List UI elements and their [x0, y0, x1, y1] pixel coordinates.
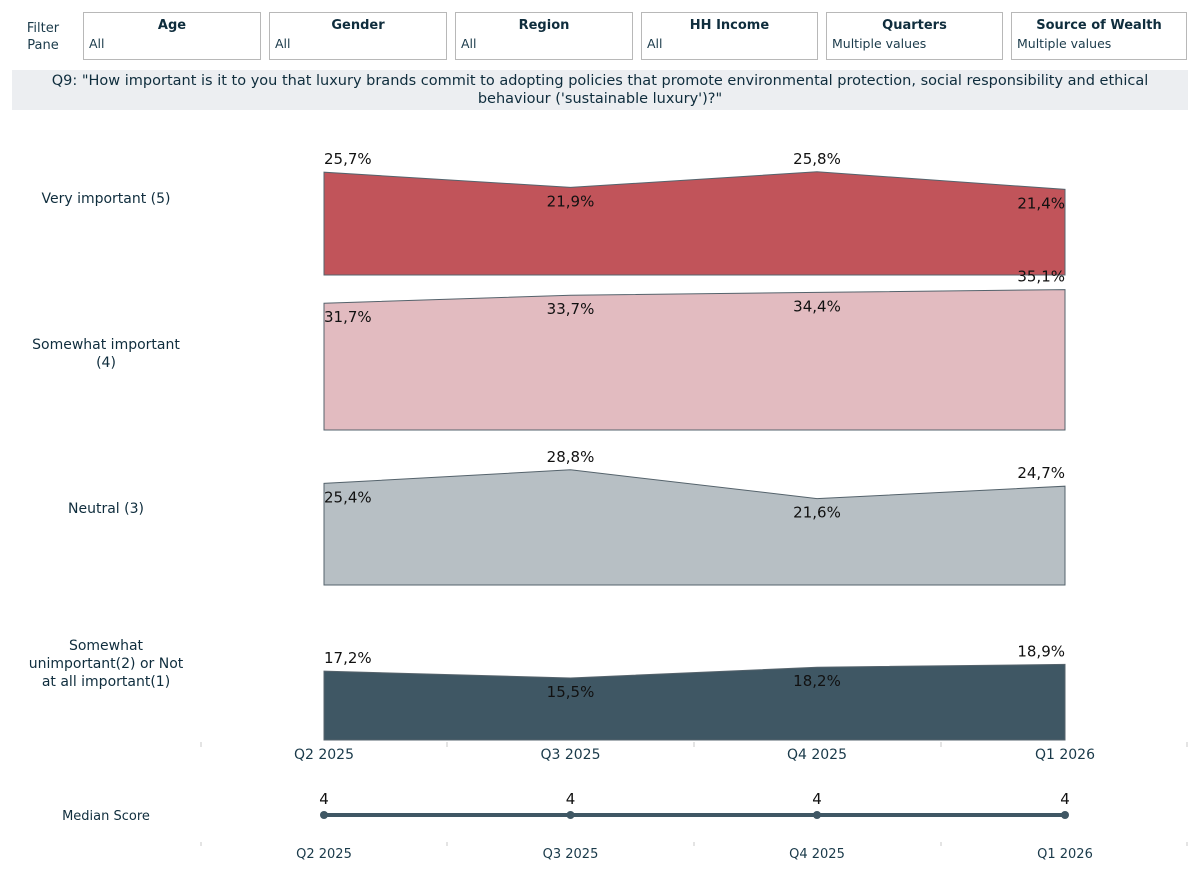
question-banner: Q9: "How important is it to you that lux…: [12, 70, 1188, 110]
median-point: [813, 811, 821, 819]
filter-hh-income-title: HH Income: [689, 18, 770, 33]
filter-hh-income-value[interactable]: All: [647, 36, 663, 51]
value-label-very-important: 25,8%: [793, 150, 841, 168]
filter-quarters[interactable]: Quarters Multiple values: [826, 12, 1003, 60]
category-label-unimportant: unimportant(2) or Not: [29, 656, 184, 672]
filter-quarters-value[interactable]: Multiple values: [832, 36, 927, 51]
filter-source-of-wealth[interactable]: Source of Wealth Multiple values: [1011, 12, 1187, 60]
value-label-somewhat-important: 34,4%: [793, 297, 841, 315]
value-label-somewhat-important: 33,7%: [547, 300, 595, 318]
value-label-neutral: 21,6%: [793, 504, 841, 522]
value-label-neutral: 25,4%: [324, 488, 372, 506]
median-point: [1061, 811, 1069, 819]
value-label-neutral: 28,8%: [547, 448, 595, 466]
filter-gender-value[interactable]: All: [275, 36, 291, 51]
median-point: [320, 811, 328, 819]
filter-age-value[interactable]: All: [89, 36, 105, 51]
value-label-neutral: 24,7%: [1017, 464, 1065, 482]
filter-gender[interactable]: Gender All: [269, 12, 447, 60]
x-tick-label-bottom: Q2 2025: [296, 847, 352, 862]
x-tick-label: Q1 2026: [1035, 747, 1095, 763]
question-line1: Q9: "How important is it to you that lux…: [51, 73, 1149, 89]
value-label-unimportant: 17,2%: [324, 649, 372, 667]
value-label-unimportant: 18,2%: [793, 672, 841, 690]
filter-hh-income[interactable]: HH Income All: [641, 12, 818, 60]
filter-region[interactable]: Region All: [455, 12, 633, 60]
median-value-label: 4: [566, 790, 576, 808]
category-label-somewhat-important: Somewhat important: [32, 337, 180, 353]
value-label-very-important: 21,4%: [1017, 194, 1065, 212]
value-label-very-important: 25,7%: [324, 150, 372, 168]
category-label-unimportant: at all important(1): [42, 674, 170, 690]
category-label-neutral: Neutral (3): [68, 501, 144, 517]
median-value-label: 4: [1060, 790, 1070, 808]
category-label-somewhat-important: (4): [96, 355, 116, 371]
filter-age[interactable]: Age All: [83, 12, 261, 60]
x-tick-label-bottom: Q3 2025: [543, 847, 599, 862]
question-line2: behaviour ('sustainable luxury')?": [477, 91, 723, 107]
value-label-somewhat-important: 35,1%: [1017, 268, 1065, 286]
area-unimportant: [323, 663, 1066, 741]
filter-region-value[interactable]: All: [461, 36, 477, 51]
filter-quarters-title: Quarters: [882, 18, 947, 33]
area-neutral: [323, 469, 1066, 586]
filter-source-of-wealth-value[interactable]: Multiple values: [1017, 36, 1112, 51]
filter-pane-label-line2: Pane: [27, 38, 59, 53]
filter-pane-label-line1: Filter: [26, 21, 60, 36]
filter-pane-label: Filter Pane: [18, 20, 68, 54]
filter-gender-title: Gender: [331, 18, 385, 33]
median-value-label: 4: [812, 790, 822, 808]
filter-age-title: Age: [157, 18, 187, 33]
x-tick-label: Q4 2025: [787, 747, 847, 763]
area-very-important: [323, 171, 1066, 276]
filter-source-of-wealth-title: Source of Wealth: [1036, 18, 1162, 33]
value-label-very-important: 21,9%: [547, 192, 595, 210]
value-label-somewhat-important: 31,7%: [324, 308, 372, 326]
median-point: [566, 811, 575, 819]
filter-region-title: Region: [518, 18, 570, 33]
median-score-label: Median Score: [62, 809, 150, 824]
value-label-unimportant: 18,9%: [1017, 642, 1065, 660]
area-somewhat-important: [323, 289, 1066, 431]
x-tick-label: Q2 2025: [294, 747, 354, 763]
category-label-unimportant: Somewhat: [69, 638, 144, 654]
x-tick-label-bottom: Q1 2026: [1037, 847, 1093, 862]
category-label-very-important: Very important (5): [41, 191, 170, 207]
x-tick-label: Q3 2025: [540, 747, 600, 763]
x-tick-label-bottom: Q4 2025: [789, 847, 845, 862]
median-value-label: 4: [319, 790, 329, 808]
value-label-unimportant: 15,5%: [547, 683, 595, 701]
